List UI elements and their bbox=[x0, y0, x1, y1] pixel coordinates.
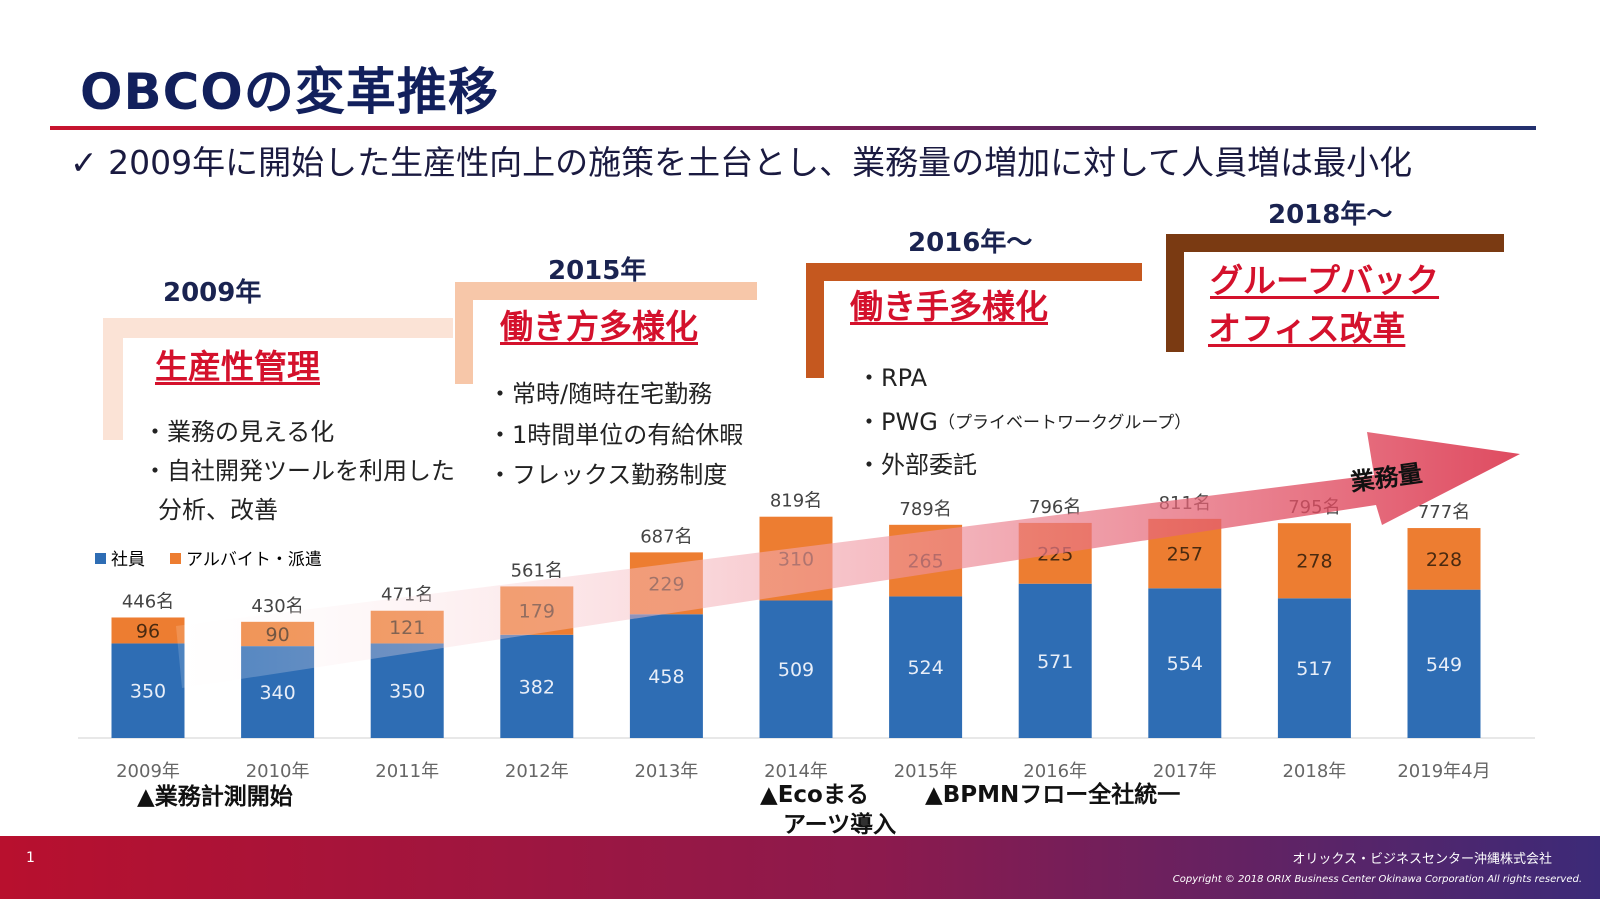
phase3-bullet: ・外部委託 bbox=[857, 451, 977, 479]
legend-swatch-parttime bbox=[170, 553, 181, 564]
phase2-bracket bbox=[455, 282, 757, 300]
phase2-bracket-side bbox=[455, 282, 473, 384]
bar-total-label: 561名 bbox=[511, 560, 563, 581]
phase1-bullet: 分析、改善 bbox=[158, 496, 278, 524]
phase3-bullet-note: （プライベートワークグループ） bbox=[938, 413, 1192, 433]
bar-total-label: 687名 bbox=[640, 526, 692, 547]
bar-total-label: 789名 bbox=[899, 499, 951, 520]
bar-segment-parttime bbox=[1277, 523, 1351, 599]
x-tick-label: 2016年 bbox=[1023, 761, 1087, 782]
bar-value-label: 350 bbox=[130, 681, 166, 703]
phase1-bracket-side bbox=[103, 318, 123, 440]
bar-segment-employees bbox=[111, 643, 185, 738]
phase2-bullet: ・フレックス勤務制度 bbox=[488, 461, 728, 489]
legend-label-parttime: アルバイト・派遣 bbox=[186, 550, 322, 570]
bar-value-label: 458 bbox=[648, 666, 684, 688]
bar-value-label: 549 bbox=[1426, 654, 1462, 676]
x-tick-label: 2015年 bbox=[894, 761, 958, 782]
bar-segment-employees bbox=[500, 634, 574, 738]
bar-segment-employees bbox=[1018, 583, 1092, 738]
bar-value-label: 571 bbox=[1037, 651, 1073, 673]
phase3-bullet: ・RPA bbox=[857, 364, 928, 392]
bar-value-label: 509 bbox=[778, 659, 814, 681]
event-marker: ▲Ecoまる bbox=[760, 782, 869, 808]
bar-value-label: 340 bbox=[259, 682, 295, 704]
legend-label-employees: 社員 bbox=[111, 550, 145, 570]
x-tick-label: 2017年 bbox=[1153, 761, 1217, 782]
bar-value-label: 228 bbox=[1426, 549, 1462, 571]
bar-value-label: 350 bbox=[389, 681, 425, 703]
phase3-heading: 働き手多様化 bbox=[850, 287, 1048, 326]
staff-bar-chart: 2009年 2010年 2011年 2012年 2013年 2014年 2015年 2016年… bbox=[78, 432, 1535, 782]
bar-total-label: 819名 bbox=[770, 491, 822, 512]
title-divider bbox=[50, 126, 1536, 130]
phase3-year: 2016年～ bbox=[908, 228, 1033, 258]
phase3-bracket-side bbox=[806, 263, 824, 378]
workload-arrow bbox=[176, 432, 1520, 688]
x-tick-label: 2014年 bbox=[764, 761, 828, 782]
phase2-bullet: ・常時/随時在宅勤務 bbox=[488, 380, 713, 408]
phase1-year: 2009年 bbox=[163, 278, 262, 308]
bar-segment-parttime bbox=[1407, 528, 1481, 590]
phase1-heading: 生産性管理 bbox=[155, 347, 320, 386]
phase3-bullet: ・PWG bbox=[857, 408, 938, 436]
footer-bar: 1 オリックス・ビジネスセンター沖縄株式会社 Copyright © 2018 … bbox=[0, 836, 1600, 899]
bar-total-label: 796名 bbox=[1029, 497, 1081, 518]
x-tick-label: 2011年 bbox=[375, 761, 439, 782]
bar-segment-employees bbox=[1407, 589, 1481, 738]
bar-value-label: 96 bbox=[136, 620, 160, 642]
bar-value-label: 554 bbox=[1167, 653, 1203, 675]
bar-segment-employees bbox=[629, 614, 703, 738]
bar-segment-employees bbox=[1277, 598, 1351, 738]
phase4-heading-line2: オフィス改革 bbox=[1208, 309, 1406, 348]
phase1-bullet: ・自社開発ツールを利用した bbox=[143, 457, 455, 485]
x-tick-label: 2019年4月 bbox=[1397, 761, 1490, 782]
bar-segment-employees bbox=[370, 643, 444, 738]
phase3-bracket bbox=[806, 263, 1142, 281]
x-tick-label: 2010年 bbox=[246, 761, 310, 782]
bar-segment-employees bbox=[889, 596, 963, 738]
page-number: 1 bbox=[26, 850, 35, 866]
bar-total-label: 777名 bbox=[1418, 502, 1470, 523]
event-marker: ▲BPMNフロー全社統一 bbox=[925, 782, 1181, 808]
bar-segment-employees bbox=[759, 600, 833, 738]
phase1-bracket bbox=[103, 318, 453, 338]
legend-swatch-employees bbox=[95, 553, 106, 564]
bar-segment-employees bbox=[1148, 588, 1222, 738]
phase2-bullet: ・1時間単位の有給休暇 bbox=[488, 421, 744, 449]
x-tick-label: 2013年 bbox=[634, 761, 698, 782]
bar-segment-parttime bbox=[111, 617, 185, 644]
phase4-year: 2018年～ bbox=[1268, 200, 1393, 230]
slide-subtitle: ✓ 2009年に開始した生産性向上の施策を土台とし、業務量の増加に対して人員増は… bbox=[70, 143, 1413, 182]
phase1-bullet: ・業務の見える化 bbox=[143, 418, 335, 446]
x-tick-label: 2012年 bbox=[505, 761, 569, 782]
bar-value-label: 257 bbox=[1167, 544, 1203, 566]
phase2-year: 2015年 bbox=[548, 256, 647, 286]
bar-value-label: 382 bbox=[519, 676, 555, 698]
x-tick-label: 2018年 bbox=[1282, 761, 1346, 782]
phase4-bracket bbox=[1166, 234, 1504, 252]
bar-value-label: 278 bbox=[1296, 551, 1332, 573]
bar-value-label: 517 bbox=[1296, 658, 1332, 680]
phase2-heading: 働き方多様化 bbox=[500, 307, 698, 346]
phase4-heading-line1: グループバック bbox=[1210, 261, 1440, 300]
x-tick-label: 2009年 bbox=[116, 761, 180, 782]
company-name: オリックス・ビジネスセンター沖縄株式会社 bbox=[1292, 852, 1552, 867]
slide-title: OBCOの変革推移 bbox=[80, 63, 499, 121]
event-marker: ▲業務計測開始 bbox=[137, 784, 293, 810]
copyright: Copyright © 2018 ORIX Business Center Ok… bbox=[1172, 874, 1582, 885]
bar-value-label: 524 bbox=[907, 657, 943, 679]
event-marker: アーツ導入 bbox=[783, 812, 897, 838]
phase4-bracket-side bbox=[1166, 234, 1184, 352]
bar-total-label: 446名 bbox=[122, 591, 174, 612]
